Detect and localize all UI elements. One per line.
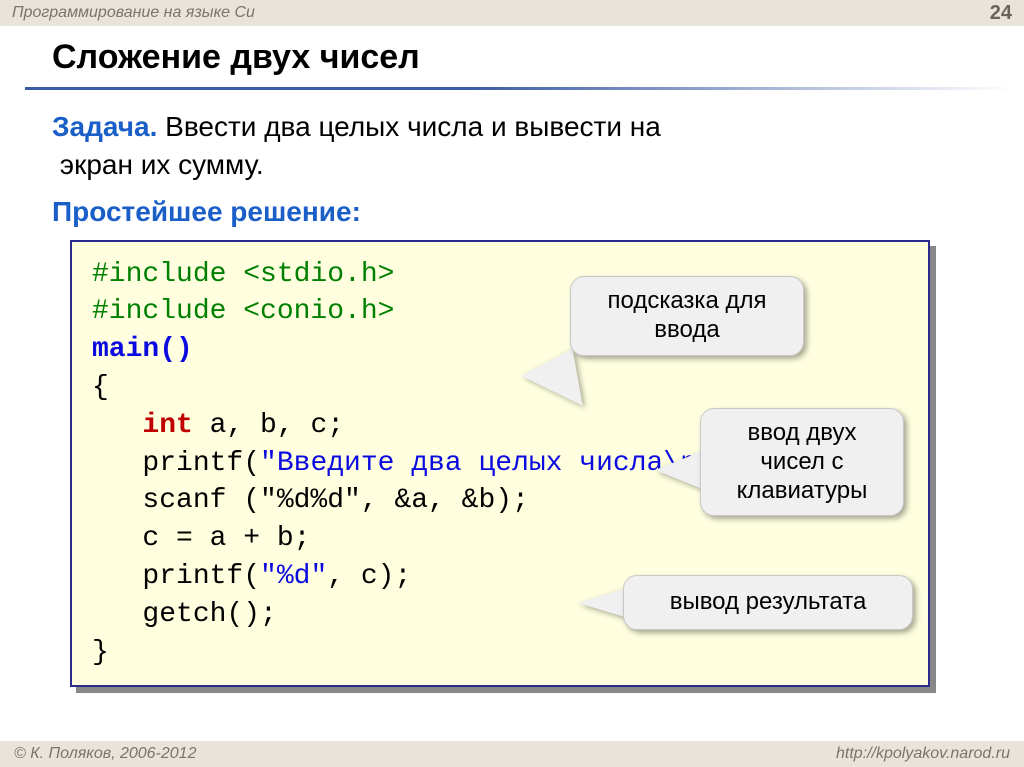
code-line-1: #include <stdio.h> — [92, 259, 394, 290]
code-line-6-str: "Введите два целых числа\n" — [260, 448, 714, 479]
callout-hint-input: подсказка для ввода — [570, 276, 804, 356]
code-line-5-kw: int — [142, 410, 192, 441]
code-line-9-end: , c); — [327, 561, 411, 592]
slide-title: Сложение двух чисел — [0, 26, 1024, 87]
callout-2-tail — [655, 450, 705, 490]
code-line-5-rest: a, b, c; — [193, 410, 344, 441]
course-title: Программирование на языке Си — [12, 4, 255, 22]
code-line-4: { — [92, 372, 109, 403]
code-line-5-indent — [92, 410, 142, 441]
code-line-6-a: printf( — [92, 448, 260, 479]
footer-url: http://kpolyakov.narod.ru — [836, 745, 1010, 763]
code-line-3: main() — [92, 334, 193, 365]
task-text-2: экран их сумму. — [60, 149, 264, 180]
callout-output: вывод результата — [623, 575, 913, 630]
task-label: Задача. — [52, 111, 157, 142]
callout-scan-input: ввод двух чисел с клавиатуры — [700, 408, 904, 516]
code-line-2: #include <conio.h> — [92, 296, 394, 327]
task-text-1: Ввести два целых числа и вывести на — [157, 111, 660, 142]
header-bar: Программирование на языке Си 24 — [0, 0, 1024, 26]
code-line-9-a: printf( — [92, 561, 260, 592]
code-line-11: } — [92, 637, 109, 668]
copyright-text: © К. Поляков, 2006-2012 — [14, 745, 196, 763]
page-number: 24 — [990, 2, 1012, 25]
task-description: Задача. Ввести два целых числа и вывести… — [52, 108, 984, 184]
code-line-7: scanf ("%d%d", &a, &b); — [92, 485, 529, 516]
code-line-8: c = a + b; — [92, 523, 310, 554]
callout-3-tail — [578, 588, 628, 618]
code-line-9-str: "%d" — [260, 561, 327, 592]
footer-bar: © К. Поляков, 2006-2012 http://kpolyakov… — [0, 741, 1024, 767]
callout-1-tail — [518, 349, 582, 416]
solution-label: Простейшее решение: — [52, 196, 984, 228]
code-line-10: getch(); — [92, 599, 277, 630]
